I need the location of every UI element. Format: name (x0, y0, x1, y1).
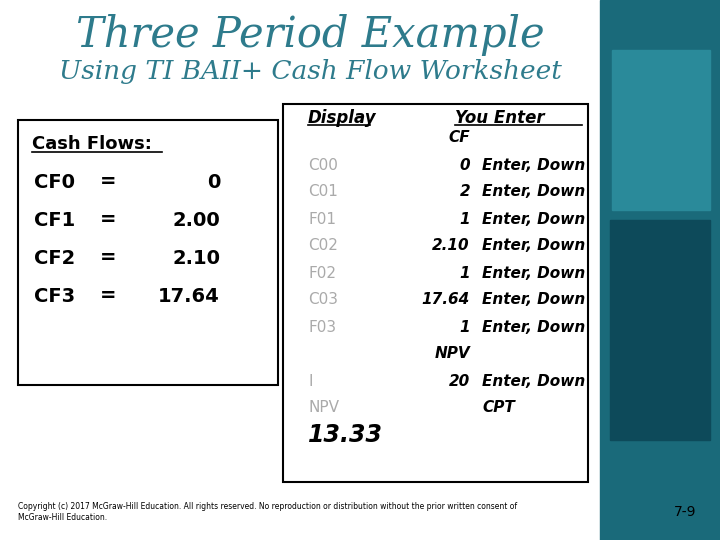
Text: CF2: CF2 (34, 248, 76, 267)
FancyBboxPatch shape (18, 120, 278, 385)
Text: C00: C00 (308, 158, 338, 172)
Text: Enter, Down: Enter, Down (482, 239, 585, 253)
Text: =: = (100, 211, 116, 229)
Text: Enter, Down: Enter, Down (482, 212, 585, 226)
Text: 0: 0 (459, 158, 470, 172)
Text: You Enter: You Enter (455, 109, 544, 127)
Text: 1: 1 (459, 320, 470, 334)
Text: 7-9: 7-9 (674, 505, 696, 519)
Text: CF0: CF0 (34, 172, 75, 192)
Text: NPV: NPV (434, 347, 470, 361)
Text: Enter, Down: Enter, Down (482, 158, 585, 172)
Text: 1: 1 (459, 212, 470, 226)
Text: F01: F01 (308, 212, 336, 226)
Text: 2.00: 2.00 (172, 211, 220, 229)
Text: =: = (100, 172, 116, 192)
FancyBboxPatch shape (283, 104, 588, 482)
Text: F02: F02 (308, 266, 336, 280)
Text: 17.64: 17.64 (158, 287, 220, 306)
Text: 1: 1 (459, 266, 470, 280)
Text: Enter, Down: Enter, Down (482, 266, 585, 280)
Text: 2: 2 (459, 185, 470, 199)
Text: 20: 20 (449, 374, 470, 388)
Text: Enter, Down: Enter, Down (482, 185, 585, 199)
Text: C02: C02 (308, 239, 338, 253)
Bar (612, 50, 710, 210)
Text: C01: C01 (308, 185, 338, 199)
Text: Using TI BAII+ Cash Flow Worksheet: Using TI BAII+ Cash Flow Worksheet (58, 59, 562, 84)
Text: NPV: NPV (308, 401, 339, 415)
Bar (600, 0, 720, 540)
Text: Cash Flows:: Cash Flows: (32, 135, 152, 153)
Text: =: = (100, 248, 116, 267)
Text: Enter, Down: Enter, Down (482, 320, 585, 334)
Text: 13.33: 13.33 (308, 423, 383, 447)
Text: C03: C03 (308, 293, 338, 307)
Bar (610, 220, 710, 440)
Text: 0: 0 (207, 172, 220, 192)
Text: 17.64: 17.64 (422, 293, 470, 307)
Text: =: = (100, 287, 116, 306)
Text: 2.10: 2.10 (172, 248, 220, 267)
Text: I: I (308, 374, 312, 388)
Text: Copyright (c) 2017 McGraw-Hill Education. All rights reserved. No reproduction o: Copyright (c) 2017 McGraw-Hill Education… (18, 502, 517, 522)
Text: CF1: CF1 (34, 211, 76, 229)
Text: CF: CF (449, 131, 470, 145)
Text: 2.10: 2.10 (433, 239, 470, 253)
Text: Enter, Down: Enter, Down (482, 374, 585, 388)
Text: Enter, Down: Enter, Down (482, 293, 585, 307)
Text: Display: Display (308, 109, 377, 127)
Text: F03: F03 (308, 320, 336, 334)
Text: CPT: CPT (482, 401, 515, 415)
Text: Three Period Example: Three Period Example (76, 14, 544, 56)
Text: CF3: CF3 (34, 287, 75, 306)
